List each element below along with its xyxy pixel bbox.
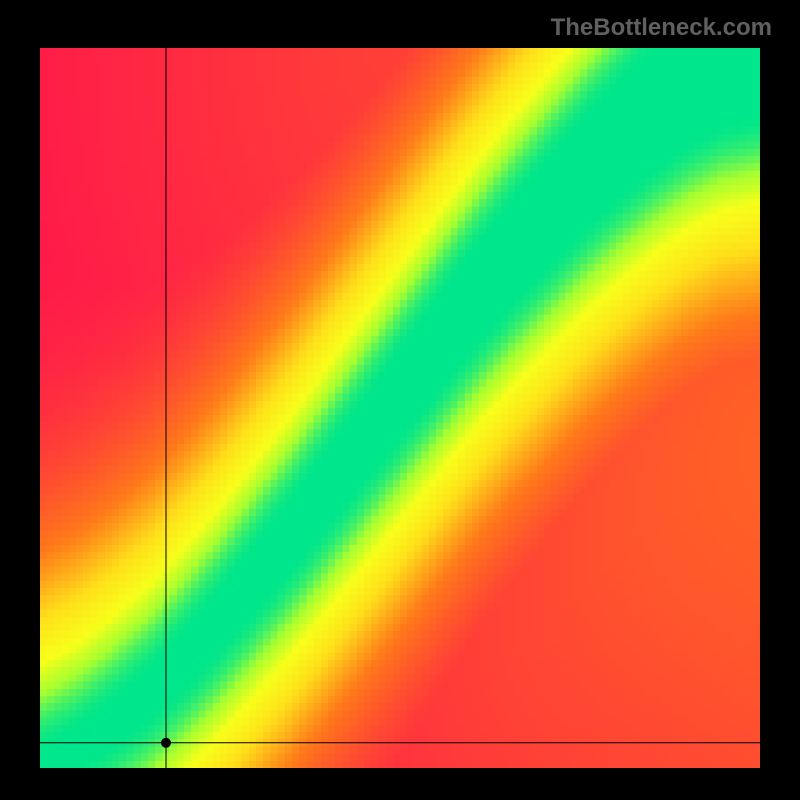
heatmap-canvas: [40, 48, 760, 768]
heatmap-plot: [40, 48, 760, 768]
watermark-text: TheBottleneck.com: [551, 14, 772, 42]
chart-root: TheBottleneck.com: [0, 0, 800, 800]
